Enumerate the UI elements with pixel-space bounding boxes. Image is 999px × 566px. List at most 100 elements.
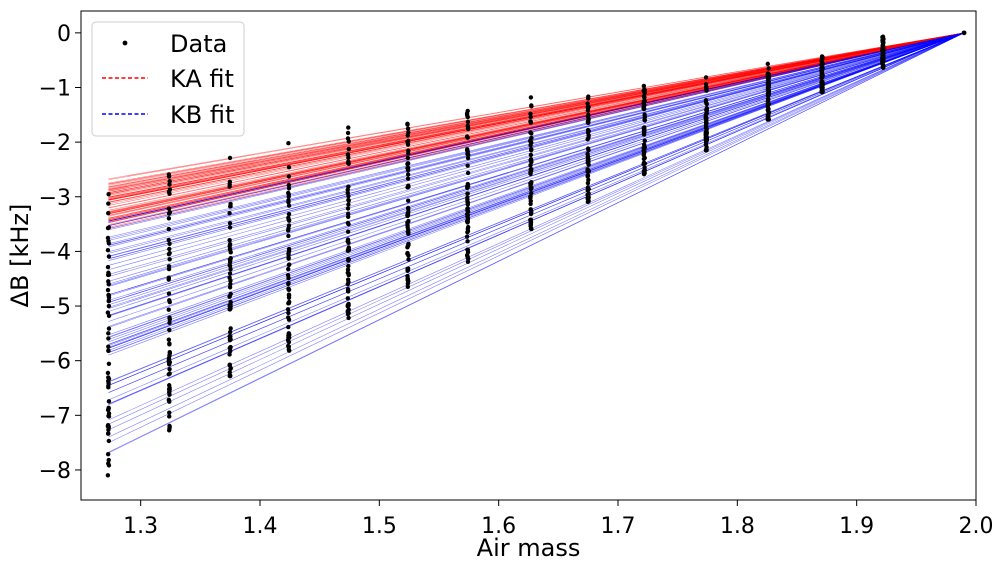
data-point [227,373,233,378]
data-point [465,219,470,225]
data-point [286,165,292,170]
data-point [166,291,172,296]
data-point [641,83,647,89]
data-point [586,104,591,110]
data-point [286,199,291,205]
data-point [166,237,171,243]
data-point [346,246,351,252]
data-point [406,210,411,215]
data-point [167,410,172,415]
data-point [105,423,111,428]
data-point [405,176,411,181]
data-point [287,262,292,267]
data-point [106,225,112,230]
data-point [228,365,233,371]
data-point [345,152,351,157]
data-point [819,66,824,71]
data-point [465,163,470,168]
data-point [819,70,825,75]
legend-data-label: Data [170,30,227,58]
data-point [167,257,172,262]
data-point [406,257,411,262]
data-point [166,226,172,232]
kb-fit-line [108,32,965,431]
x-tick-label: 2.0 [959,514,994,539]
x-tick-label: 1.8 [720,514,755,539]
data-point [405,139,410,144]
data-point [227,352,232,357]
data-point [286,174,292,179]
data-point [406,241,411,247]
data-point [703,121,709,127]
data-point [704,101,709,107]
data-point [405,205,411,211]
data-point [405,185,410,190]
data-point [528,147,534,153]
data-point [465,155,471,161]
data-point [106,293,112,298]
data-point [167,362,172,367]
y-tick-label: −3 [39,186,71,211]
data-point [167,342,172,347]
data-point [286,310,291,316]
data-point [167,392,172,397]
data-point [106,279,111,284]
data-point [286,248,292,254]
data-point [766,101,772,107]
data-point [166,211,172,216]
data-point [405,172,411,177]
data-point [227,225,233,230]
data-point [345,302,351,308]
legend-ka-label: KA fit [170,65,234,93]
data-point [465,239,470,244]
data-point [586,94,591,99]
data-point [167,385,172,391]
data-point [227,334,232,339]
data-point [166,206,172,211]
data-point [704,108,709,113]
data-point [105,473,111,478]
data-point [703,114,708,119]
data-point [345,229,351,234]
data-point [405,251,410,256]
y-axis: 0 −1 −2 −3 −4 −5 −6 −7 −8 [39,22,81,484]
data-point [465,184,471,189]
data-point [105,264,111,270]
data-point [166,216,172,221]
data-point [346,202,351,207]
x-tick-label: 1.7 [601,514,636,539]
data-point [285,228,291,233]
data-point [405,266,411,271]
data-point [642,114,648,120]
x-tick-label: 1.6 [481,514,516,539]
legend-data-marker [122,40,128,46]
data-point [703,75,709,80]
data-point [166,428,172,433]
data-point [286,141,291,146]
data-point [227,242,233,247]
data-point [105,451,111,457]
data-point [167,320,172,326]
data-point [106,457,111,463]
data-point [166,372,171,377]
data-point [106,272,112,277]
data-point [585,188,590,193]
data-point [586,194,591,200]
data-point [346,279,351,285]
data-point [464,134,470,139]
data-point [820,74,825,80]
data-point [167,250,172,256]
kb-fit-line [108,32,965,438]
data-point [286,215,291,221]
data-point [528,139,533,144]
data-point [166,357,171,363]
data-point [820,89,825,95]
data-points-group [105,30,967,478]
data-point [346,198,351,203]
data-point [641,106,647,111]
data-point [106,463,112,468]
data-point [642,98,647,104]
data-point [881,53,886,58]
x-tick-label: 1.5 [362,514,397,539]
data-point [528,195,533,201]
